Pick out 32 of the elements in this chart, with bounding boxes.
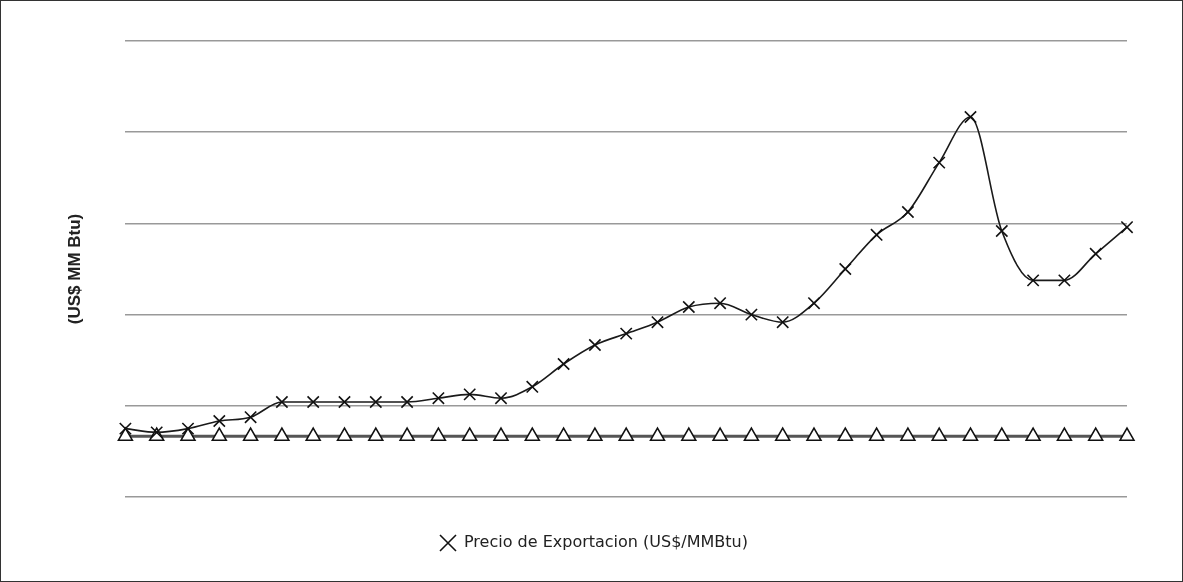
point — [651, 315, 664, 329]
point — [369, 395, 383, 409]
point — [338, 395, 351, 409]
point — [1120, 220, 1134, 234]
point — [275, 395, 289, 409]
point — [744, 308, 758, 322]
point — [1089, 247, 1103, 261]
y-axis-title: (US$ MM Btu) — [64, 213, 84, 325]
point — [713, 296, 727, 310]
point — [776, 315, 790, 329]
point — [431, 391, 445, 405]
point — [244, 410, 258, 424]
point — [525, 380, 539, 394]
point — [557, 357, 571, 371]
point — [463, 387, 477, 401]
point — [1026, 273, 1040, 287]
point — [807, 296, 821, 310]
point — [901, 205, 915, 219]
legend-label: Precio de Exportacion (US$/MMBtu) — [464, 532, 748, 552]
point — [306, 395, 320, 409]
point — [494, 391, 508, 405]
point — [619, 327, 633, 341]
point — [400, 395, 414, 409]
point — [995, 224, 1009, 238]
point — [932, 156, 946, 170]
point — [682, 300, 696, 314]
point — [1057, 273, 1071, 287]
point — [588, 338, 602, 352]
point — [964, 110, 977, 124]
point — [870, 228, 884, 242]
point — [212, 414, 226, 428]
point — [838, 262, 852, 276]
